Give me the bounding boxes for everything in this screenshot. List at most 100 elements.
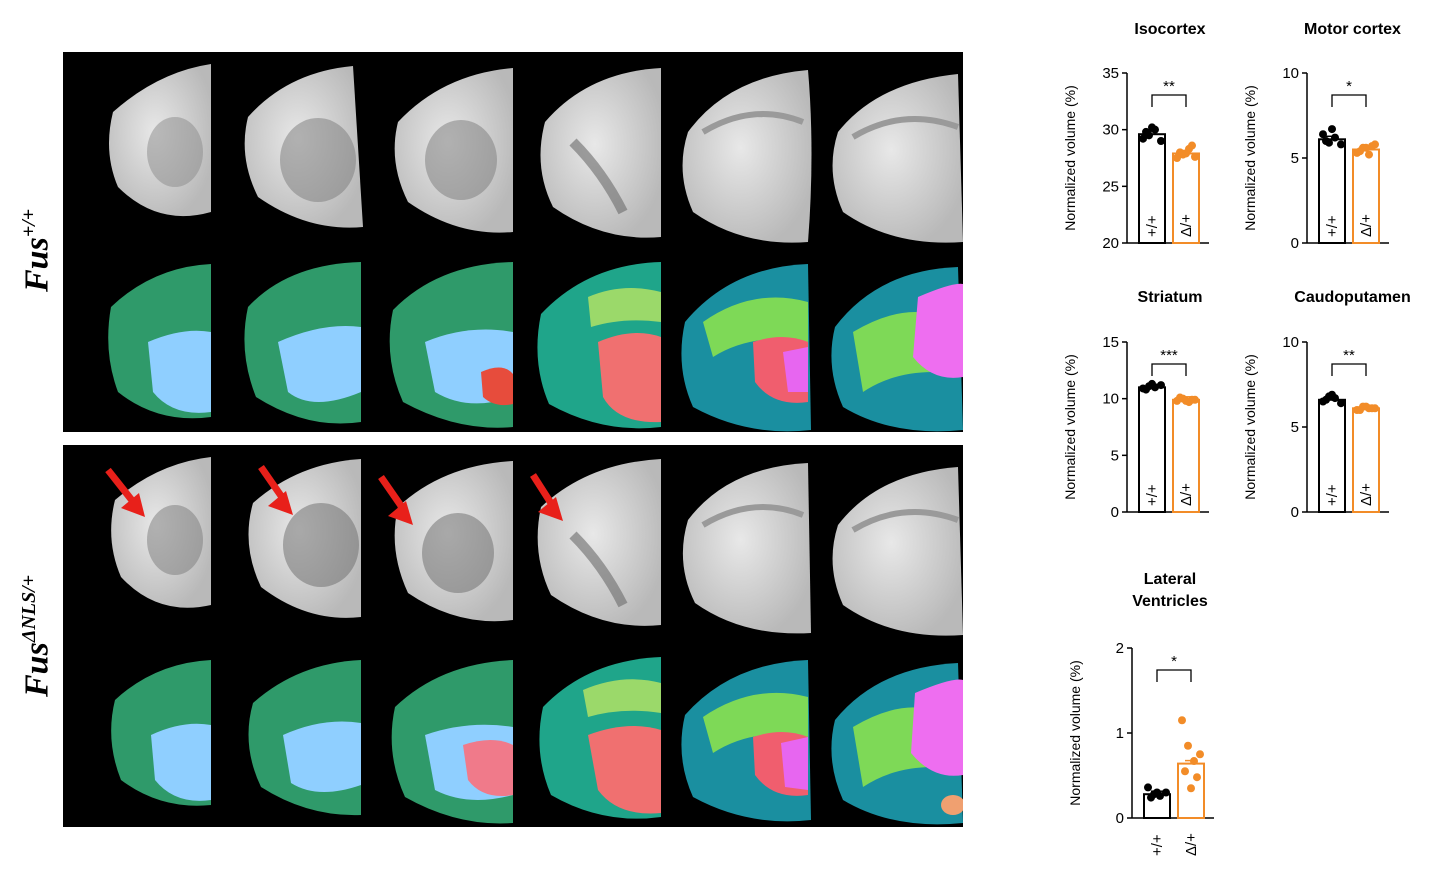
data-point: [1148, 123, 1156, 132]
mri-slice: [540, 68, 661, 238]
data-point: [1187, 784, 1195, 793]
y-axis-label: Normalized volume (%): [1062, 354, 1078, 499]
row-label-wt: Fus+/+: [18, 209, 56, 292]
significance-label: **: [1163, 78, 1175, 95]
significance-label: ***: [1160, 347, 1178, 364]
data-point: [1144, 783, 1152, 792]
data-point: [1362, 402, 1370, 411]
significance-label: *: [1171, 653, 1177, 670]
chart-title: Isocortex: [1134, 21, 1205, 38]
significance-bracket: [1331, 363, 1367, 376]
data-point: [1162, 788, 1170, 797]
category-label: +/+: [1324, 215, 1341, 237]
data-point: [1181, 767, 1189, 776]
bar: [1138, 133, 1166, 244]
significance-bracket: [1151, 363, 1187, 376]
y-tick-label: 20: [1102, 235, 1119, 252]
row-label-wt-base: Fus: [18, 237, 56, 292]
data-point: [1193, 773, 1201, 782]
wt-brain-slices: [108, 64, 963, 432]
y-tick-label: 0: [1291, 504, 1299, 521]
data-point: [1178, 716, 1186, 725]
data-point: [1157, 137, 1165, 145]
y-tick-label: 10: [1282, 334, 1299, 351]
y-tick-label: 0: [1111, 504, 1119, 521]
data-point: [1331, 133, 1339, 142]
chart-title: Ventricles: [1132, 593, 1208, 610]
data-point: [1356, 406, 1364, 414]
y-tick-label: 15: [1102, 334, 1119, 351]
wt-mri-row: [109, 64, 963, 243]
chart-motor-cortex: Motor cortex Normalized volume (%) 0 5 10 +/+…: [1235, 10, 1420, 270]
category-label: +/+: [1324, 484, 1341, 506]
chart-svg: Lateral Ventricles Normalized volume (%) 0 1…: [1067, 571, 1214, 856]
category-label: Δ/+: [1358, 483, 1375, 506]
chart-svg: Isocortex Normalized volume (%) 20 25 30 35 +/…: [1062, 21, 1209, 252]
data-point: [1188, 141, 1196, 150]
chart-lateral-ventricles: Lateral Ventricles Normalized volume (%) 0 1…: [1055, 560, 1235, 860]
wt-brain-panel: [63, 52, 963, 432]
y-axis-label: Normalized volume (%): [1067, 660, 1083, 805]
significance-bracket: [1331, 94, 1367, 107]
chart-title: Lateral: [1144, 571, 1196, 588]
data-point: [1182, 396, 1190, 405]
category-label: Δ/+: [1178, 483, 1195, 506]
bar: [1318, 138, 1346, 244]
mut-brain-slices: [105, 457, 965, 825]
data-point: [1196, 750, 1204, 759]
data-point: [1157, 381, 1165, 390]
category-label: Δ/+: [1178, 214, 1195, 237]
chart-svg: Caudoputamen Normalized volume (%) 0 5 10 +/+…: [1242, 289, 1411, 521]
row-label-mut-sup: ΔNLS/+: [18, 574, 40, 643]
data-point: [1148, 379, 1156, 388]
arrow-2-icon: [258, 465, 293, 515]
y-axis-label: Normalized volume (%): [1242, 354, 1258, 499]
y-tick-label: 5: [1291, 419, 1299, 436]
data-point: [1362, 143, 1370, 152]
arrow-3-icon: [378, 475, 413, 525]
y-tick-label: 0: [1116, 810, 1124, 827]
data-point: [1337, 399, 1345, 408]
mut-atlas-row: [111, 657, 965, 825]
y-tick-label: 30: [1102, 122, 1119, 139]
y-axis-label: Normalized volume (%): [1062, 85, 1078, 230]
data-point: [1328, 125, 1336, 134]
significance-label: **: [1343, 347, 1355, 364]
significance-label: *: [1346, 78, 1352, 95]
chart-striatum: Striatum Normalized volume (%) 0 5 10 15 +/+ Δ/…: [1055, 280, 1235, 540]
bar: [1172, 152, 1200, 244]
data-point: [1147, 793, 1155, 802]
y-tick-label: 2: [1116, 640, 1124, 657]
bar: [1352, 148, 1380, 244]
data-point: [1184, 741, 1192, 750]
chart-isocortex: Isocortex Normalized volume (%) 20 25 30 35 +/…: [1055, 10, 1235, 270]
data-point: [1142, 127, 1150, 136]
mut-brain-panel: [63, 445, 965, 827]
category-label: +/+: [1149, 834, 1166, 856]
mut-mri-row: [111, 457, 963, 636]
significance-bracket: [1156, 669, 1192, 682]
row-label-mut-base: Fus: [18, 642, 56, 697]
wt-atlas-row: [108, 262, 963, 432]
mri-slice: [682, 70, 812, 243]
data-point: [1365, 150, 1373, 159]
data-point: [1191, 152, 1199, 161]
data-point: [1322, 137, 1330, 145]
category-label: Δ/+: [1358, 214, 1375, 237]
data-point: [1139, 134, 1147, 143]
y-axis-label: Normalized volume (%): [1242, 85, 1258, 230]
significance-bracket: [1151, 94, 1187, 107]
data-point: [1176, 393, 1184, 402]
data-point: [1142, 385, 1150, 394]
arrow-4-icon: [530, 473, 563, 521]
category-label: +/+: [1144, 215, 1161, 237]
data-point: [1319, 130, 1327, 139]
data-point: [1356, 147, 1364, 156]
data-point: [1368, 404, 1376, 413]
row-label-wt-sup: +/+: [18, 208, 40, 238]
y-tick-label: 35: [1102, 65, 1119, 82]
category-label: +/+: [1144, 484, 1161, 506]
data-point: [1368, 142, 1376, 151]
y-tick-label: 5: [1291, 150, 1299, 167]
y-tick-label: 0: [1291, 235, 1299, 252]
